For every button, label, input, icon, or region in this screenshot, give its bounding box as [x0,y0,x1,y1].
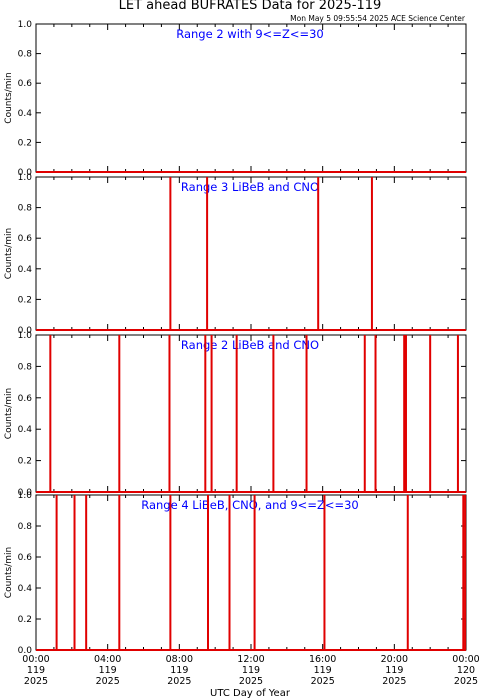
x-tick-label-year: 2025 [24,676,48,687]
y-tick-label: 0.8 [18,50,33,60]
x-tick-label-doy: 119 [385,665,403,676]
y-tick-label: 0.6 [18,79,33,89]
x-tick-label-time: 00:00 [452,654,479,665]
y-tick-label: 0.0 [18,488,33,498]
panel-2: 0.0 0.2 0.4 0.6 0.8 1.0 Counts/min Range 3 LiBe… [4,173,467,336]
chart-title: LET ahead BUFRATES Data for 2025-119 [119,0,382,13]
panels: 0.0 0.2 0.4 0.6 0.8 1.0 Counts/min Range 2 with… [4,20,467,656]
chart-subtitle: Mon May 5 09:55:54 2025 ACE Science Cent… [290,14,466,23]
plot-frame [35,23,467,173]
y-tick-label: 0.4 [18,584,33,594]
y-tick-label: 0.6 [18,394,33,404]
x-tick-label-time: 20:00 [381,654,408,665]
y-axis-label: Counts/min [4,228,14,279]
y-tick-label: 0.8 [18,362,33,372]
y-tick-label: 0.4 [18,109,33,119]
panel-1: 0.0 0.2 0.4 0.6 0.8 1.0 Counts/min Range 2 with… [4,20,467,178]
y-tick-label: 0.8 [18,522,33,532]
plot-frame [35,176,467,331]
x-tick-label-doy: 119 [314,665,332,676]
y-tick-label: 1.0 [18,173,33,183]
y-tick-label: 1.0 [18,491,33,501]
panel-title: Range 2 LiBeB and CNO [181,338,319,352]
y-axis-label: Counts/min [4,72,14,123]
x-tick-label-doy: 119 [27,665,45,676]
y-tick-label: 0.6 [18,234,33,244]
panel-title: Range 3 LiBeB and CNO [181,180,319,194]
y-tick-label: 0.2 [18,295,32,305]
x-tick-label-doy: 119 [242,665,260,676]
y-tick-label: 0.2 [18,138,32,148]
panel-4: 0.0 0.2 0.4 0.6 0.8 1.0 Counts/min Range 4 LiBe… [4,491,467,656]
x-tick-label-year: 2025 [311,676,335,687]
x-axis: 00:00119202504:00119202508:00119202512:0… [22,654,479,687]
y-tick-label: 0.6 [18,553,33,563]
panel-title: Range 2 with 9<=Z<=30 [176,27,324,41]
x-tick-label-year: 2025 [454,676,478,687]
panel-title: Range 4 LiBeB, CNO, and 9<=Z<=30 [141,498,359,512]
y-tick-label: 0.2 [18,615,32,625]
y-tick-label: 0.0 [18,646,33,656]
y-tick-label: 1.0 [18,20,33,30]
plot-frame [35,334,467,493]
x-axis-label: UTC Day of Year [210,688,291,699]
x-tick-label-year: 2025 [167,676,191,687]
y-tick-label: 0.0 [18,326,33,336]
x-tick-label-year: 2025 [382,676,406,687]
y-tick-label: 0.4 [18,425,33,435]
plot-frame [35,494,467,651]
x-tick-label-year: 2025 [96,676,120,687]
y-tick-label: 0.2 [18,457,32,467]
x-tick-label-doy: 119 [99,665,117,676]
y-tick-label: 0.8 [18,204,33,214]
x-tick-label-time: 00:00 [22,654,49,665]
x-tick-label-time: 08:00 [166,654,193,665]
y-axis-label: Counts/min [4,388,14,439]
y-tick-label: 0.4 [18,265,33,275]
panel-3: 0.0 0.2 0.4 0.6 0.8 1.0 Counts/min Range 2 LiBe… [4,331,467,498]
y-tick-label: 0.0 [18,168,33,178]
x-tick-label-time: 16:00 [309,654,336,665]
x-tick-label-time: 12:00 [237,654,264,665]
x-tick-label-time: 04:00 [94,654,121,665]
y-tick-label: 1.0 [18,331,33,341]
x-tick-label-doy: 120 [457,665,475,676]
y-axis-label: Counts/min [4,547,14,598]
x-tick-label-doy: 119 [170,665,188,676]
x-tick-label-year: 2025 [239,676,263,687]
